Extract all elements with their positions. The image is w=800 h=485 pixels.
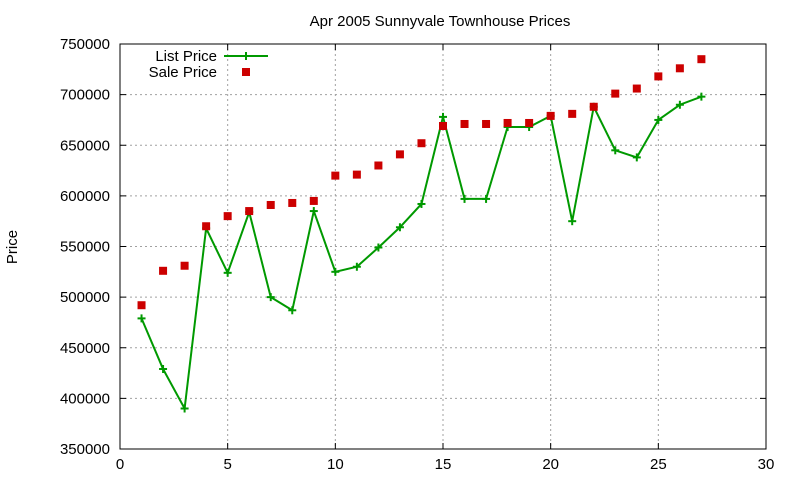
sale-price-point xyxy=(675,64,684,73)
sale-price-point xyxy=(632,84,641,93)
sale-price-point xyxy=(331,171,340,180)
sale-price-point xyxy=(482,119,491,128)
list-price-point xyxy=(697,92,706,101)
sale-price-point xyxy=(654,72,663,81)
sale-price-point xyxy=(697,55,706,64)
sale-price-point xyxy=(439,122,447,131)
list-price-point xyxy=(137,314,146,323)
sale-price-point xyxy=(159,266,168,275)
sale-price-point xyxy=(180,261,189,270)
list-price-point xyxy=(460,194,469,203)
y-tick-label: 400000 xyxy=(60,390,110,407)
list-price-point xyxy=(439,112,447,121)
sale-price-point xyxy=(288,198,297,207)
y-tick-label: 550000 xyxy=(60,239,110,256)
list-price-point xyxy=(568,217,577,226)
legend-item-list-price: List Price xyxy=(155,48,268,65)
y-axis-label: Price xyxy=(4,230,21,264)
list-price-point xyxy=(374,243,383,252)
sale-price-point xyxy=(611,89,620,98)
sale-price-point xyxy=(503,118,512,127)
list-price-point xyxy=(395,223,404,232)
sale-price-point xyxy=(546,111,555,120)
list-price-point xyxy=(675,100,684,109)
sale-price-point xyxy=(374,161,383,170)
list-price-point xyxy=(482,194,491,203)
sale-price-point xyxy=(568,109,577,118)
sale-price-point xyxy=(223,212,232,221)
list-price-point xyxy=(654,115,663,124)
chart-title: Apr 2005 Sunnyvale Townhouse Prices xyxy=(310,13,571,30)
legend-marker-list-price xyxy=(242,52,250,60)
x-tick-label: 5 xyxy=(223,456,231,473)
sale-price-point xyxy=(266,200,275,209)
sale-price-point xyxy=(202,222,211,231)
y-tick-label: 700000 xyxy=(60,87,110,104)
list-price-point xyxy=(159,365,168,374)
list-price-series xyxy=(137,92,706,413)
x-tick-label: 0 xyxy=(116,456,124,473)
list-price-point xyxy=(288,306,297,315)
list-price-point xyxy=(352,262,361,271)
y-tick-label: 350000 xyxy=(60,441,110,458)
grid xyxy=(120,44,766,449)
sale-price-point xyxy=(525,118,534,127)
sale-price-series xyxy=(137,55,706,310)
sale-price-point xyxy=(245,207,254,216)
list-price-point xyxy=(611,146,620,155)
x-tick-label: 10 xyxy=(327,456,344,473)
sale-price-point xyxy=(417,139,426,148)
x-tick-label: 20 xyxy=(542,456,559,473)
y-tick-label: 500000 xyxy=(60,289,110,306)
list-price-point xyxy=(309,207,318,216)
list-price-point xyxy=(266,293,275,302)
y-tick-label: 750000 xyxy=(60,36,110,53)
legend-item-sale-price: Sale Price xyxy=(149,64,250,81)
list-price-point xyxy=(223,268,232,277)
series-layer xyxy=(137,55,706,413)
x-tick-label: 15 xyxy=(435,456,452,473)
sale-price-point xyxy=(309,196,318,205)
x-tick-label: 25 xyxy=(650,456,667,473)
legend-marker-sale-price xyxy=(242,68,250,76)
legend-label-list-price: List Price xyxy=(155,48,217,65)
axis-ticks: 0 5 10 15 20 25 30 350000 400000 450000 500000 5500… xyxy=(60,36,774,473)
sale-price-point xyxy=(352,170,361,179)
y-tick-label: 450000 xyxy=(60,340,110,357)
y-tick-label: 600000 xyxy=(60,188,110,205)
list-price-point xyxy=(180,404,189,413)
y-tick-label: 650000 xyxy=(60,137,110,154)
x-tick-label: 30 xyxy=(758,456,775,473)
sale-price-point xyxy=(589,102,598,111)
list-price-point xyxy=(417,199,426,208)
sale-price-point xyxy=(460,119,469,128)
sale-price-point xyxy=(137,301,146,310)
sale-price-point xyxy=(395,150,404,159)
list-price-point xyxy=(331,267,340,276)
list-price-point xyxy=(632,153,641,162)
legend-label-sale-price: Sale Price xyxy=(149,64,217,81)
